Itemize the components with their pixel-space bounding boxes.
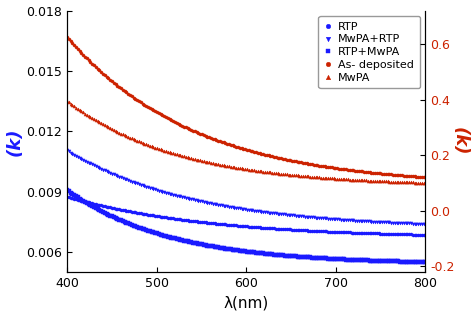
MwPA: [404, 180, 410, 184]
RTP+MwPA: [404, 260, 410, 264]
RTP+MwPA: [131, 224, 137, 228]
MwPA+RTP: [422, 222, 428, 226]
As- deposited: [392, 173, 398, 177]
As- deposited: [79, 51, 84, 55]
Line: As- deposited: As- deposited: [65, 35, 427, 179]
MwPA+RTP: [160, 190, 165, 193]
RTP: [86, 201, 91, 204]
Y-axis label: (k): (k): [450, 127, 468, 155]
RTP: [64, 195, 70, 198]
MwPA: [131, 137, 137, 141]
RTP: [422, 233, 428, 237]
RTP+MwPA: [392, 259, 398, 263]
RTP+MwPA: [422, 260, 428, 264]
Y-axis label: (k): (k): [6, 127, 24, 155]
As- deposited: [131, 96, 137, 100]
RTP+MwPA: [160, 233, 165, 237]
MwPA+RTP: [86, 161, 91, 164]
RTP: [404, 233, 410, 236]
Line: RTP: RTP: [65, 195, 427, 236]
As- deposited: [64, 35, 70, 39]
Line: RTP+MwPA: RTP+MwPA: [65, 188, 427, 264]
RTP: [160, 215, 165, 219]
Line: MwPA: MwPA: [65, 100, 427, 185]
MwPA: [79, 109, 84, 113]
RTP: [131, 210, 137, 214]
MwPA: [392, 180, 398, 184]
Line: MwPA+RTP: MwPA+RTP: [65, 149, 427, 226]
MwPA+RTP: [404, 222, 410, 225]
X-axis label: λ(nm): λ(nm): [224, 295, 269, 310]
MwPA: [86, 114, 91, 118]
MwPA+RTP: [64, 149, 70, 152]
As- deposited: [422, 175, 428, 179]
RTP+MwPA: [86, 202, 91, 206]
Legend: RTP, MwPA+RTP, RTP+MwPA, As- deposited, MwPA: RTP, MwPA+RTP, RTP+MwPA, As- deposited, …: [319, 16, 420, 88]
RTP+MwPA: [64, 188, 70, 192]
As- deposited: [160, 113, 165, 117]
MwPA: [422, 181, 428, 185]
As- deposited: [86, 58, 91, 62]
As- deposited: [404, 174, 410, 178]
RTP+MwPA: [79, 198, 84, 202]
RTP: [392, 232, 398, 236]
MwPA+RTP: [79, 157, 84, 161]
MwPA+RTP: [131, 180, 137, 184]
MwPA+RTP: [392, 221, 398, 225]
MwPA: [160, 148, 165, 152]
RTP: [79, 199, 84, 203]
MwPA: [64, 99, 70, 103]
